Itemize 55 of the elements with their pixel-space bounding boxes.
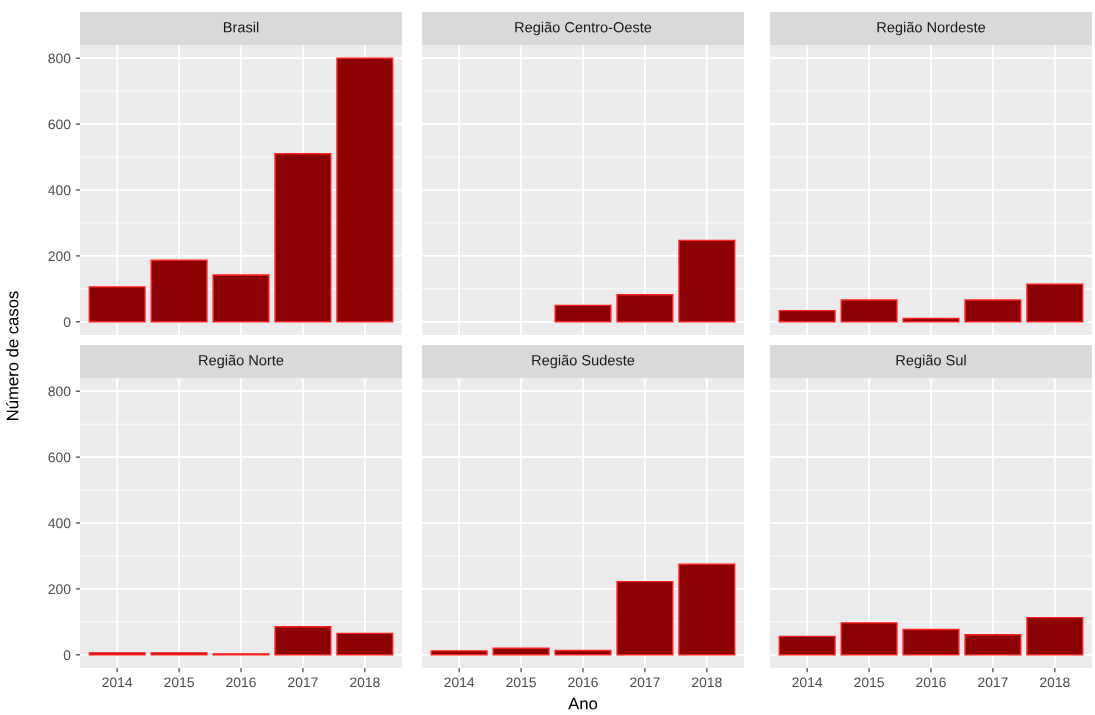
y-axis-title: Número de casos (6, 291, 19, 420)
bar (492, 647, 550, 656)
chart-title: Região Centro-Oeste (515, 21, 652, 36)
y-tick-label: 400 (48, 518, 71, 529)
y-tick-label: 600 (48, 452, 71, 463)
x-tick-label: 2014 (792, 677, 823, 688)
bar (336, 632, 394, 656)
chart-title: Região Sudeste (532, 354, 635, 369)
x-tick-label: 2016 (568, 677, 598, 688)
bar (678, 563, 736, 656)
x-tick-label: 2017 (978, 677, 1008, 688)
bar (1026, 616, 1084, 656)
bar (902, 628, 960, 656)
bar (616, 580, 674, 656)
x-tick-label: 2018 (692, 677, 722, 688)
bar (964, 634, 1022, 656)
bar (150, 259, 208, 323)
bar (430, 650, 488, 656)
chart-title: Região Nordeste (877, 21, 986, 36)
bar (1026, 283, 1084, 323)
bar (212, 274, 270, 323)
bar (778, 309, 836, 323)
bar (902, 317, 960, 323)
chart-title: Região Sul (896, 354, 966, 369)
chart-title: Região Norte (199, 354, 284, 369)
x-tick-label: 2017 (630, 677, 660, 688)
bar (840, 299, 898, 323)
bar (274, 626, 332, 656)
y-tick-label: 800 (48, 53, 71, 64)
bar (964, 299, 1022, 323)
chart-title: Brasil (223, 21, 259, 33)
x-tick-label: 2015 (164, 677, 194, 688)
y-tick-label: 0 (63, 317, 71, 327)
bar (274, 153, 332, 323)
y-tick-label: 200 (48, 251, 71, 262)
y-tick-label: 0 (63, 650, 71, 660)
x-tick-label: 2017 (288, 677, 318, 688)
bar (840, 622, 898, 656)
x-tick-label: 2014 (102, 677, 133, 688)
bar (554, 649, 612, 656)
x-tick-label: 2016 (916, 677, 946, 688)
x-tick-label: 2015 (854, 677, 884, 688)
bar (336, 57, 394, 323)
x-tick-label: 2015 (506, 677, 536, 688)
bar (88, 286, 146, 323)
y-tick-label: 200 (48, 584, 71, 595)
bar (778, 635, 836, 656)
y-tick-label: 800 (48, 386, 71, 397)
y-tick-label: 400 (48, 185, 71, 196)
y-tick-label: 600 (48, 119, 71, 130)
x-axis-title: Ano (568, 697, 598, 710)
x-tick-label: 2018 (350, 677, 380, 688)
x-tick-label: 2018 (1040, 677, 1070, 688)
x-tick-label: 2014 (444, 677, 475, 688)
x-tick-label: 2016 (226, 677, 256, 688)
